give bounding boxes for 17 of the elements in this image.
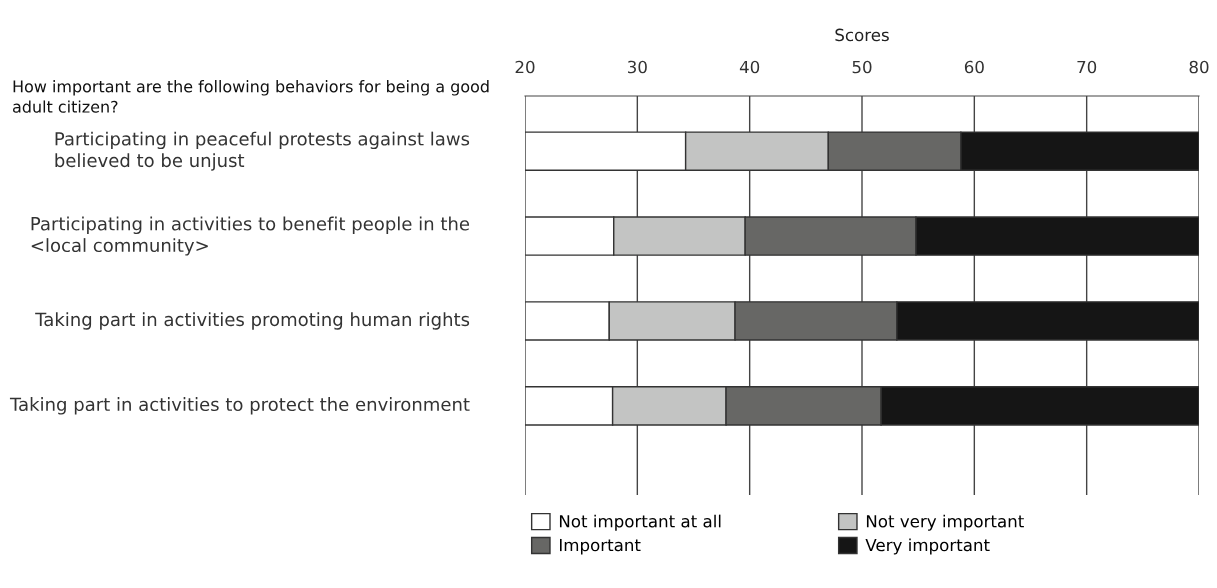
x-tick-label: 80 [1189,60,1209,74]
y-tick-label: Taking part in activities promoting human rights [35,312,470,330]
x-tick-label: 50 [852,60,872,74]
legend-label: Important [559,538,641,555]
x-tick-label: 30 [628,60,647,74]
y-tick-label: Participating in peaceful protests against laws believed to be unjust [55,131,470,171]
x-tick-label: 60 [964,60,984,74]
x-tick-label: 70 [1077,60,1097,74]
y-tick-label: Taking part in activities to protect the environment [9,397,470,415]
y-tick-label: Participating in activities to benefit people in the <local community> [31,216,470,256]
legend-label: Not important at all [559,514,721,531]
x-tick-label: 20 [515,60,535,74]
text: How important are the following behaviors for being a good adult citizen? [13,80,489,113]
legend-label: Very important [865,538,990,555]
legend-label: Not very important [866,514,1024,531]
x-tick-label: 40 [739,60,760,74]
x-axis-title: Scores [835,28,889,42]
